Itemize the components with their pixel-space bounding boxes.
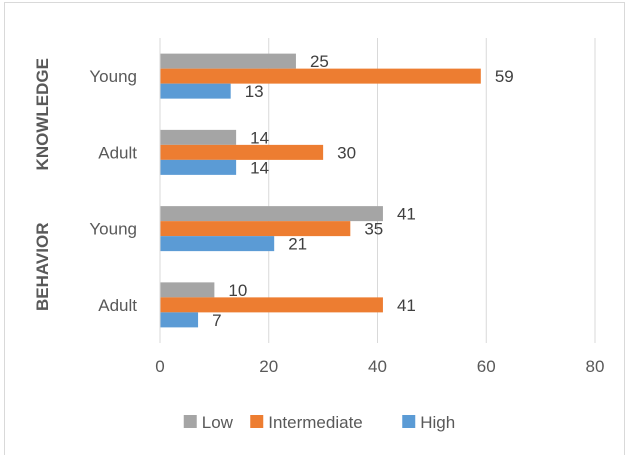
group-label: BEHAVIOR bbox=[33, 223, 52, 311]
bar bbox=[160, 68, 481, 84]
legend-swatch bbox=[183, 415, 197, 428]
legend-label: Low bbox=[202, 413, 234, 432]
bar bbox=[160, 297, 383, 313]
axes: 0 20 40 60 80 Young Adult KNOWLEDGE Young Adult BE… bbox=[33, 38, 604, 376]
bar bbox=[160, 236, 275, 252]
data-label: 41 bbox=[397, 296, 416, 315]
data-label: 13 bbox=[245, 82, 264, 101]
data-label: 14 bbox=[250, 128, 269, 147]
legend-swatch bbox=[250, 415, 264, 428]
category-label: Young bbox=[89, 220, 137, 239]
data-label: 41 bbox=[397, 205, 416, 224]
data-label: 21 bbox=[288, 235, 307, 254]
category-label: Adult bbox=[98, 296, 137, 315]
data-label: 14 bbox=[250, 158, 269, 177]
x-tick-label: 0 bbox=[155, 357, 164, 376]
legend: Low Intermediate High bbox=[183, 413, 455, 432]
legend-swatch bbox=[402, 415, 416, 428]
bar bbox=[160, 312, 199, 328]
data-label: 35 bbox=[364, 220, 383, 239]
category-label: Adult bbox=[98, 143, 137, 162]
bar bbox=[160, 144, 324, 160]
category-label: Young bbox=[89, 67, 137, 86]
bar bbox=[160, 129, 237, 145]
x-tick-label: 80 bbox=[586, 357, 605, 376]
x-tick-label: 60 bbox=[477, 357, 496, 376]
x-tick-label: 20 bbox=[259, 357, 278, 376]
data-label: 59 bbox=[495, 67, 514, 86]
bar bbox=[160, 83, 231, 99]
legend-label: Intermediate bbox=[268, 413, 363, 432]
data-label: 10 bbox=[228, 281, 247, 300]
data-label: 30 bbox=[337, 143, 356, 162]
data-label: 7 bbox=[212, 311, 221, 330]
grid-lines bbox=[268, 38, 596, 343]
data-labels: 25 59 13 14 30 14 41 35 21 10 41 7 bbox=[212, 52, 514, 330]
bars bbox=[160, 53, 481, 328]
legend-label: High bbox=[420, 413, 455, 432]
data-label: 25 bbox=[310, 52, 329, 71]
group-label: KNOWLEDGE bbox=[33, 58, 52, 170]
bar bbox=[160, 221, 351, 237]
bar bbox=[160, 206, 383, 222]
x-tick-label: 40 bbox=[368, 357, 387, 376]
bar bbox=[160, 53, 296, 69]
bar bbox=[160, 159, 237, 175]
bar bbox=[160, 282, 215, 298]
